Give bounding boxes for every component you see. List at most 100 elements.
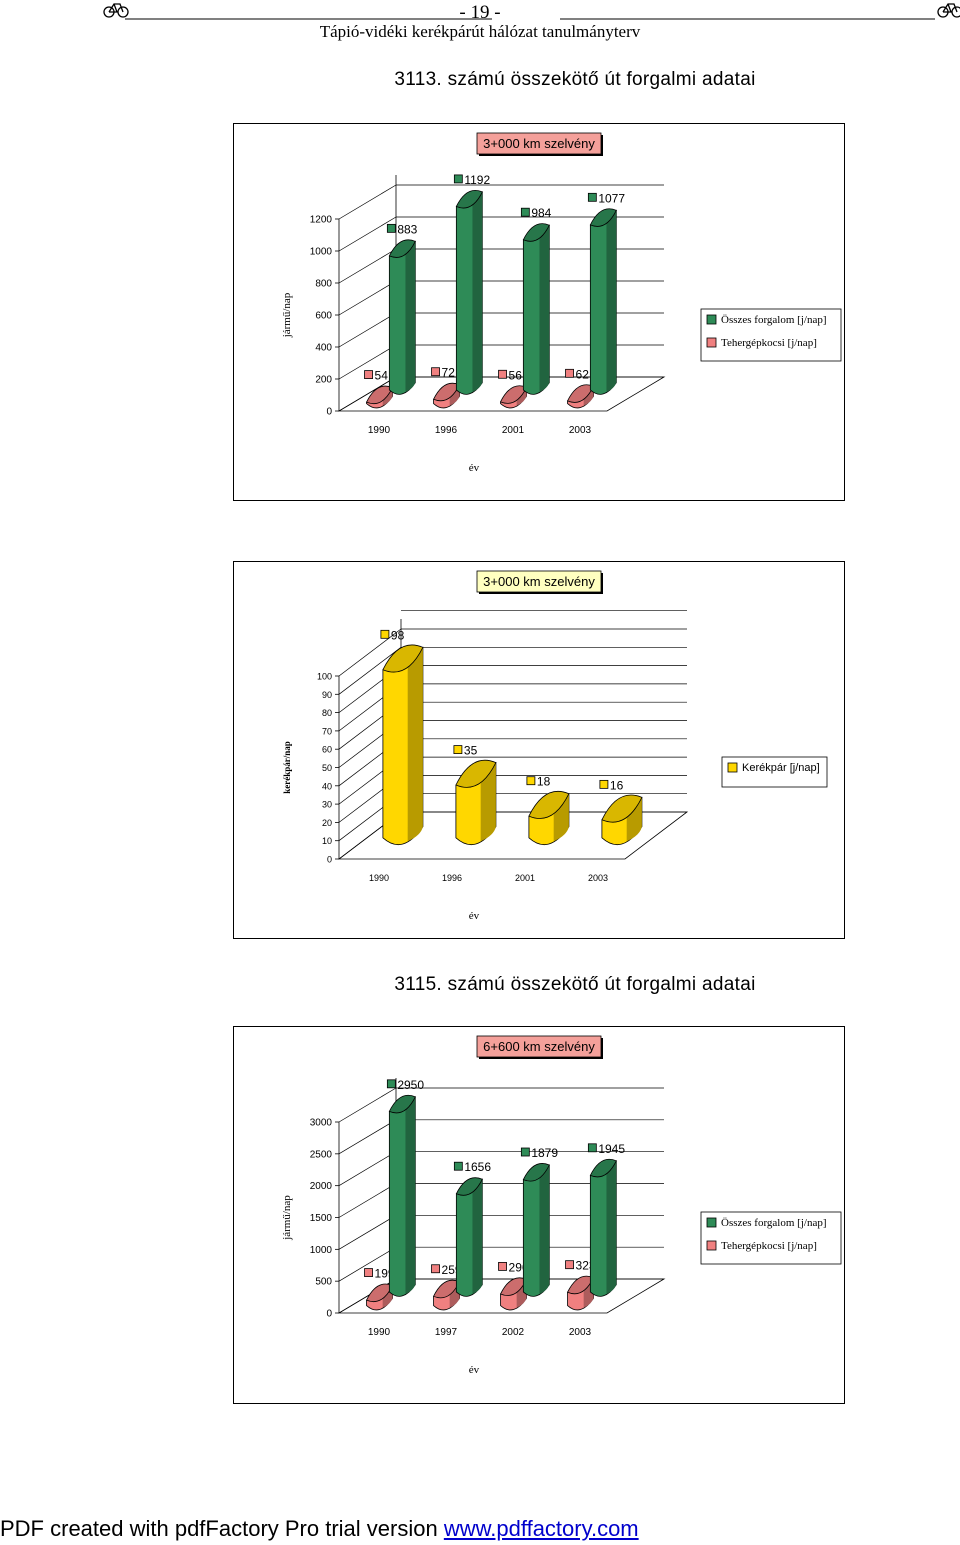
bar-secondary-2003: 62 <box>565 367 595 409</box>
y-tick-label: 0 <box>327 855 332 865</box>
side-wall-line <box>338 647 402 695</box>
side-wall-line <box>338 216 397 252</box>
y-axis-label: jármű/nap <box>281 1195 293 1241</box>
data-label-key <box>364 370 373 380</box>
bar-shade <box>480 762 496 842</box>
bar-top <box>455 189 483 209</box>
data-label: 883 <box>397 222 417 236</box>
data-label: 56 <box>509 368 523 382</box>
bar-top <box>455 1177 483 1196</box>
data-label-key <box>431 1264 440 1274</box>
footer-text: PDF created with pdfFactory Pro trial ve… <box>0 1516 444 1541</box>
bar-top <box>455 759 497 788</box>
bar-shade <box>606 1160 617 1295</box>
side-wall-line <box>338 628 402 677</box>
y-tick-label: 2000 <box>310 1181 333 1192</box>
document-subtitle: Tápió-vidéki kerékpárút hálózat tanulmán… <box>319 22 641 41</box>
legend-key <box>706 314 717 325</box>
bar-primary-2003: 1077 <box>587 191 625 395</box>
bar-primary-1990: 883 <box>386 222 418 395</box>
data-label: 35 <box>464 744 478 758</box>
title-box <box>476 132 602 155</box>
data-label-key <box>565 1260 574 1270</box>
header-rule <box>103 3 960 20</box>
y-tick-label: 30 <box>322 800 332 810</box>
data-label-key <box>520 1147 530 1157</box>
bar-primary-2002: 1879 <box>520 1146 558 1297</box>
section-title-3113: 3113. számú összekötő út forgalmi adatai <box>394 69 756 90</box>
chart-3115-vehicles: 0 500 1000 1500 2000 2500 3000 199 2950 1990 259 16… <box>233 1026 845 1404</box>
data-label-key <box>431 367 440 377</box>
bar-top <box>589 208 617 227</box>
legend-label: Tehergépkocsi [j/nap] <box>721 1240 817 1252</box>
data-label-key <box>587 192 597 202</box>
data-label: 98 <box>391 628 405 642</box>
bar-top <box>528 790 570 819</box>
footer-link[interactable]: www.pdffactory.com <box>443 1516 639 1541</box>
legend-label: Összes forgalom [j/nap] <box>721 1217 827 1229</box>
side-wall-line <box>338 1215 397 1250</box>
data-label-key <box>565 368 574 378</box>
y-tick-label: 1500 <box>310 1213 333 1224</box>
bar-secondary-1996: 72 <box>431 366 461 409</box>
bar-primary-2003: 1945 <box>587 1142 625 1297</box>
y-tick-label: 2500 <box>310 1149 333 1160</box>
data-label-key <box>453 1161 463 1171</box>
side-wall-line <box>338 1151 397 1186</box>
bar-shade <box>472 1179 483 1295</box>
data-label: 62 <box>576 367 590 381</box>
y-tick-label: 70 <box>322 726 332 736</box>
data-label: 1192 <box>464 173 490 187</box>
chart-title: 3+000 km szelvény <box>483 574 595 589</box>
y-tick-label: 0 <box>326 1309 332 1320</box>
bar-shade <box>472 191 483 393</box>
chart-3113-bicycles-plot: 0 10 20 30 40 50 60 70 80 90 100 98 1990 35 1996 18 2001… <box>282 570 828 922</box>
y-tick-label: 60 <box>322 745 332 755</box>
bar-primary-1997: 1656 <box>453 1160 491 1297</box>
side-wall-line <box>338 344 397 380</box>
legend-key <box>706 1240 717 1251</box>
bar-shade <box>539 1165 550 1295</box>
data-label-key <box>386 1079 396 1089</box>
y-tick-label: 1000 <box>310 247 333 258</box>
x-tick-label: 1990 <box>369 873 389 883</box>
y-tick-label: 90 <box>322 690 332 700</box>
data-label: 1656 <box>464 1160 491 1174</box>
y-tick-label: 10 <box>322 836 332 846</box>
bar-top <box>522 223 550 242</box>
data-label-key <box>526 776 536 786</box>
side-wall-line <box>338 1246 397 1282</box>
data-label: 54 <box>375 369 389 383</box>
side-wall-line <box>338 280 397 316</box>
x-tick-label: 1996 <box>435 425 458 436</box>
data-label-key <box>498 1261 507 1271</box>
legend-box <box>700 1211 842 1265</box>
bar-primary-2001: 984 <box>520 206 552 395</box>
legend-label: Kerékpár [j/nap] <box>742 762 820 774</box>
legend-label: Tehergépkocsi [j/nap] <box>721 337 817 349</box>
bar-secondary-2001: 56 <box>498 368 528 409</box>
y-tick-label: 400 <box>315 343 332 354</box>
bar-shade <box>405 1096 416 1295</box>
data-label-key <box>364 1268 373 1277</box>
bar-shade <box>606 210 617 393</box>
data-label-key <box>498 369 507 379</box>
y-tick-label: 1000 <box>310 1245 333 1256</box>
data-label: 1879 <box>531 1146 558 1160</box>
x-tick-label: 2001 <box>515 873 535 883</box>
bar-primary-2003: 16 <box>599 778 643 846</box>
legend-key <box>706 1217 717 1228</box>
bar-secondary-1990: 54 <box>364 369 394 409</box>
data-label: 72 <box>442 366 456 380</box>
side-wall-line <box>338 1087 397 1123</box>
bar-top <box>388 239 416 258</box>
title-box <box>476 570 602 593</box>
chart-3113-vehicles: 0 200 400 600 800 1000 1200 54 883 1990 72 1192 1996… <box>233 123 845 501</box>
bar-top <box>522 1163 550 1182</box>
x-tick-label: 1990 <box>368 425 391 436</box>
bicycle-icon <box>937 3 960 18</box>
data-label: 2950 <box>397 1078 424 1092</box>
bar-primary-1996: 1192 <box>453 173 490 395</box>
bar-primary-2001: 18 <box>526 775 570 846</box>
data-label: 984 <box>531 206 551 220</box>
